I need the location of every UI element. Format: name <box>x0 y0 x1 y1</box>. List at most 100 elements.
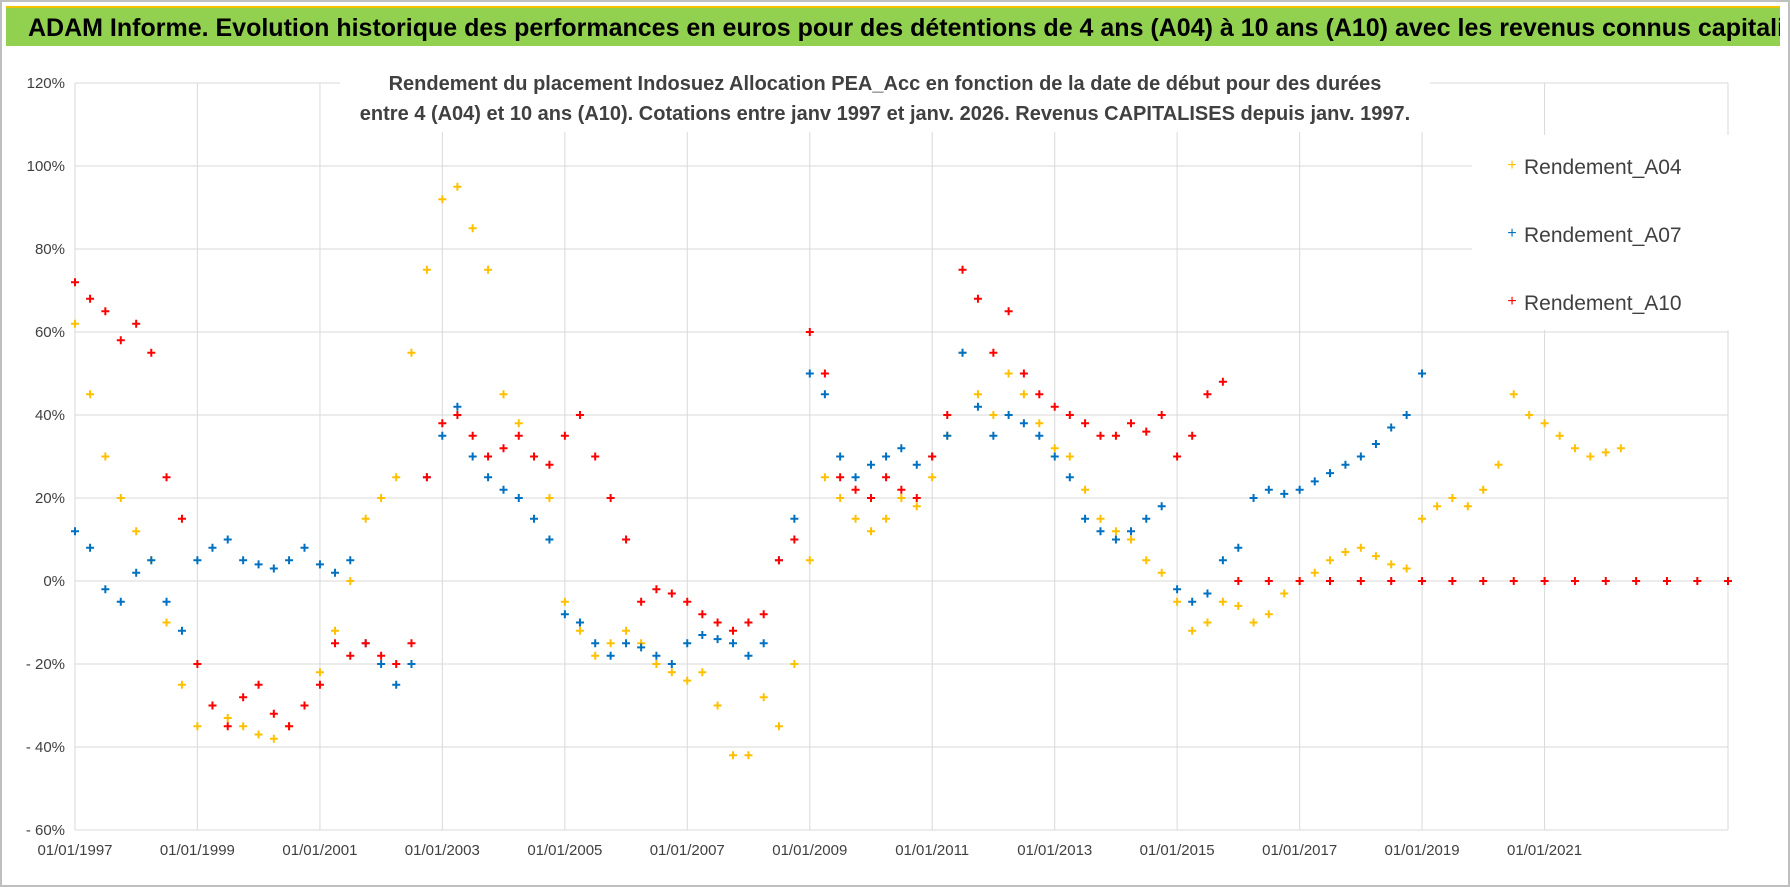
point-Rendement_A04 <box>499 390 508 399</box>
point-Rendement_A07 <box>1218 556 1227 565</box>
point-Rendement_A07 <box>1173 585 1182 594</box>
point-Rendement_A10 <box>1662 577 1671 585</box>
point-Rendement_A07 <box>698 630 707 639</box>
point-Rendement_A07 <box>239 556 248 565</box>
point-Rendement_A10 <box>622 535 631 544</box>
point-Rendement_A10 <box>1326 577 1335 585</box>
point-Rendement_A07 <box>499 485 508 494</box>
point-Rendement_A10 <box>1356 577 1365 585</box>
point-Rendement_A04 <box>1127 535 1136 544</box>
point-Rendement_A07 <box>223 535 232 544</box>
point-Rendement_A07 <box>1019 419 1028 428</box>
point-Rendement_A04 <box>1448 494 1457 502</box>
point-Rendement_A10 <box>300 701 309 710</box>
point-Rendement_A04 <box>116 494 125 502</box>
point-Rendement_A07 <box>1081 514 1090 523</box>
point-Rendement_A04 <box>484 265 493 274</box>
point-Rendement_A10 <box>422 473 431 482</box>
point-Rendement_A04 <box>759 693 768 702</box>
point-Rendement_A04 <box>1402 564 1411 573</box>
point-Rendement_A07 <box>71 527 79 536</box>
y-tick-label: 80% <box>35 241 65 258</box>
point-Rendement_A04 <box>86 390 95 399</box>
point-Rendement_A10 <box>239 693 248 702</box>
point-Rendement_A07 <box>851 473 860 482</box>
legend-marker-a10: + <box>1507 293 1516 310</box>
point-Rendement_A10 <box>407 639 416 648</box>
point-Rendement_A07 <box>86 543 95 552</box>
point-Rendement_A10 <box>285 722 294 731</box>
point-Rendement_A07 <box>1142 514 1151 523</box>
y-tick-label: 20% <box>35 490 65 507</box>
point-Rendement_A07 <box>560 610 569 619</box>
point-Rendement_A04 <box>560 597 569 606</box>
point-Rendement_A10 <box>132 319 141 328</box>
point-Rendement_A10 <box>1693 577 1702 585</box>
point-Rendement_A10 <box>346 651 355 660</box>
point-Rendement_A07 <box>377 660 386 668</box>
legend-label-a10: Rendement_A10 <box>1524 292 1682 315</box>
point-Rendement_A07 <box>1035 431 1044 440</box>
point-Rendement_A04 <box>453 182 462 191</box>
point-Rendement_A04 <box>1249 618 1258 627</box>
point-Rendement_A10 <box>928 452 937 461</box>
x-tick-label: 01/01/2009 <box>772 842 847 859</box>
point-Rendement_A10 <box>1019 369 1028 378</box>
point-Rendement_A07 <box>346 556 355 565</box>
point-Rendement_A04 <box>162 618 171 627</box>
point-Rendement_A10 <box>177 514 186 523</box>
point-Rendement_A07 <box>1356 452 1365 461</box>
point-Rendement_A10 <box>1203 390 1212 399</box>
point-Rendement_A10 <box>744 618 753 627</box>
x-tick-label: 01/01/2001 <box>282 842 357 859</box>
point-Rendement_A10 <box>1081 419 1090 428</box>
point-Rendement_A04 <box>1570 444 1579 453</box>
point-Rendement_A04 <box>331 626 340 635</box>
y-tick-label: 40% <box>35 407 65 424</box>
point-Rendement_A07 <box>208 543 217 552</box>
y-tick-label: 0% <box>43 573 65 590</box>
point-Rendement_A04 <box>514 419 523 428</box>
point-Rendement_A04 <box>1050 444 1059 453</box>
point-Rendement_A04 <box>346 577 355 585</box>
x-tick-label: 01/01/1999 <box>160 842 235 859</box>
point-Rendement_A07 <box>759 639 768 648</box>
point-Rendement_A04 <box>269 734 278 743</box>
point-Rendement_A07 <box>132 568 141 577</box>
y-axis: 120% 100% 80% 60% 40% 20% 0% - 20% - 40% - 60% <box>26 75 65 839</box>
point-Rendement_A07 <box>1050 452 1059 461</box>
point-Rendement_A10 <box>989 348 998 357</box>
point-Rendement_A10 <box>836 473 845 482</box>
data-points <box>71 182 1732 760</box>
point-Rendement_A07 <box>1111 535 1120 544</box>
point-Rendement_A10 <box>1142 427 1151 436</box>
point-Rendement_A04 <box>1555 431 1564 440</box>
x-tick-label: 01/01/2005 <box>527 842 602 859</box>
point-Rendement_A04 <box>1280 589 1289 598</box>
point-Rendement_A04 <box>377 494 386 502</box>
point-Rendement_A04 <box>973 390 982 399</box>
point-Rendement_A10 <box>575 411 584 419</box>
point-Rendement_A04 <box>790 660 799 668</box>
point-Rendement_A10 <box>958 265 967 274</box>
legend-marker-a04: + <box>1507 157 1516 174</box>
point-Rendement_A04 <box>1203 618 1212 627</box>
point-Rendement_A04 <box>591 651 600 660</box>
point-Rendement_A10 <box>866 494 875 502</box>
point-Rendement_A07 <box>744 651 753 660</box>
point-Rendement_A10 <box>1096 431 1105 440</box>
point-Rendement_A10 <box>790 535 799 544</box>
point-Rendement_A10 <box>468 431 477 440</box>
point-Rendement_A07 <box>1249 494 1258 502</box>
point-Rendement_A07 <box>1203 589 1212 598</box>
point-Rendement_A10 <box>912 494 921 502</box>
point-Rendement_A10 <box>162 473 171 482</box>
y-tick-label: - 40% <box>26 739 65 756</box>
point-Rendement_A04 <box>1218 597 1227 606</box>
point-Rendement_A04 <box>774 722 783 731</box>
point-Rendement_A04 <box>928 473 937 482</box>
legend-marker-a07: + <box>1507 225 1516 242</box>
point-Rendement_A10 <box>1570 577 1579 585</box>
point-Rendement_A07 <box>1280 489 1289 498</box>
legend-label-a04: Rendement_A04 <box>1524 156 1682 179</box>
